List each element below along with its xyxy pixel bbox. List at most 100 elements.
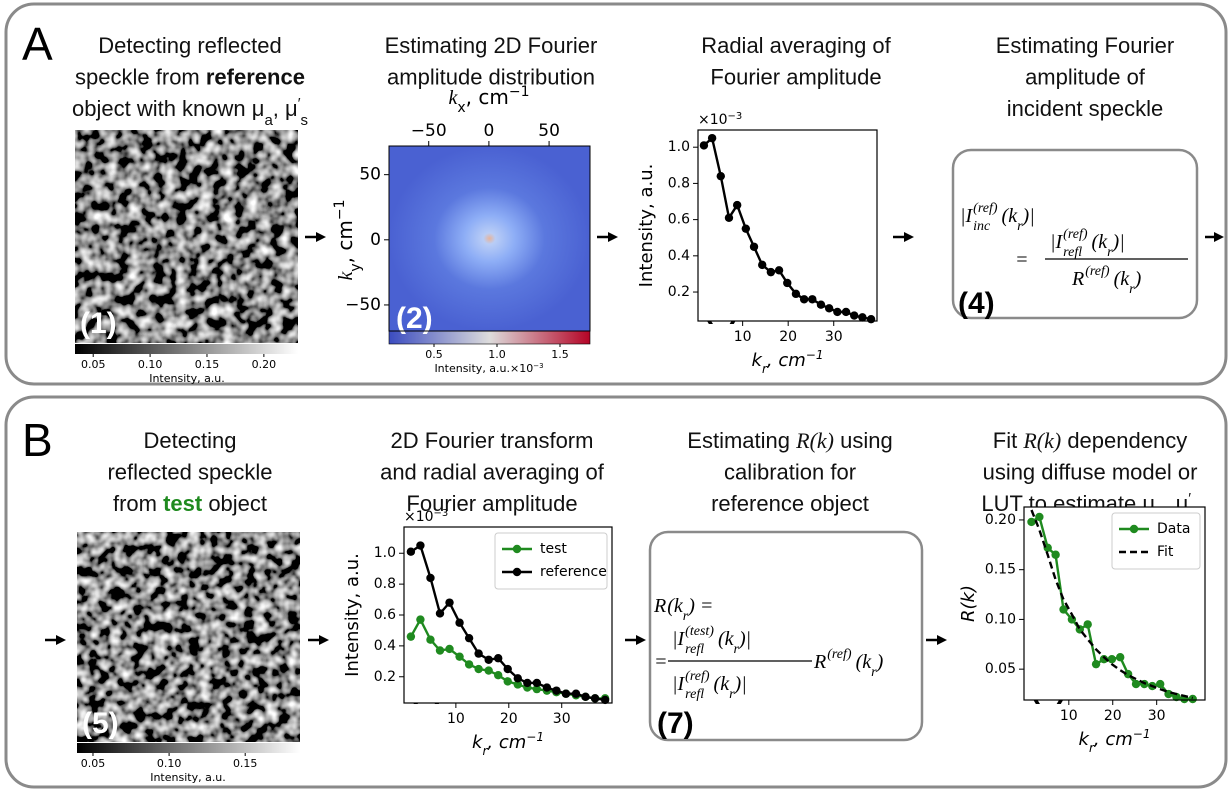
data-point	[825, 304, 833, 312]
formula-arg-run: ) =	[687, 595, 713, 617]
legend-label: Fit	[1157, 544, 1174, 560]
axis-offset: ×10−3	[698, 111, 742, 129]
data-point	[572, 690, 580, 698]
panel-title-run: object	[202, 491, 267, 516]
data-point	[742, 224, 750, 232]
panel-title: Estimating R(k) using	[687, 428, 892, 453]
panel-title-run: Fourier amplitude	[710, 65, 881, 90]
data-point	[407, 632, 415, 640]
panel-title-run: test	[163, 491, 203, 516]
data-point	[436, 646, 444, 654]
formula-sub: inc	[973, 219, 991, 234]
data-point	[504, 665, 512, 673]
x-tick-label: 30	[553, 711, 571, 727]
x-tick-label: 30	[825, 329, 843, 345]
y-tick-label: 1.0	[668, 139, 690, 155]
colorbar-label-run: −3	[533, 362, 543, 370]
data-point	[733, 201, 741, 209]
formula-text: |I	[1050, 231, 1063, 253]
data-point	[700, 141, 708, 149]
data-point	[867, 315, 875, 323]
data-point	[504, 677, 512, 685]
panel-title: reflected speckle	[107, 460, 272, 485]
y-tick-label: 50	[359, 165, 381, 185]
panel-title: 2D Fourier transform	[391, 428, 594, 453]
formula-arg-run: (k	[714, 673, 731, 695]
y-tick-label: −50	[345, 295, 381, 315]
x-tick-label: 20	[1104, 708, 1122, 724]
panel-title-run: using diffuse model or	[983, 460, 1198, 485]
y-tick-label: 0.15	[985, 562, 1016, 578]
data-point	[833, 308, 841, 316]
graphic	[937, 635, 947, 645]
y-axis-label-run: y	[348, 263, 364, 271]
panel-title-run: reference	[206, 65, 305, 90]
data-point	[1188, 695, 1196, 703]
axis-offset-run: −3	[434, 508, 449, 519]
x-axis-label-run: , cm	[767, 350, 806, 371]
panel-title-run: amplitude of	[1025, 65, 1146, 90]
formula-arg-run: (k	[1002, 205, 1019, 227]
panel-title-run: ′	[298, 95, 301, 112]
page: A B Detecting reflectedspeckle from refe…	[0, 0, 1232, 791]
formula-arg-run: )	[1134, 268, 1142, 290]
panel-title: Radial averaging of	[701, 33, 891, 58]
panel-title: incident speckle	[1007, 96, 1164, 121]
panel-title-run: Estimating 2D Fourier	[385, 33, 598, 58]
x-axis-label-run: −1	[806, 348, 824, 362]
axis-offset-run: ×10	[698, 112, 728, 128]
panel-title-run: object with known μ	[72, 96, 264, 121]
panel-number: (7)	[657, 707, 694, 740]
colorbar-label-run: Intensity, a.u.	[434, 362, 510, 375]
colorbar-label-run: Intensity, a.u.	[149, 372, 225, 385]
axis-offset-run: −3	[728, 111, 743, 122]
data-point	[474, 665, 482, 673]
y-axis-label: Intensity, a.u.	[342, 553, 363, 677]
y-tick-label: 0.05	[985, 661, 1016, 677]
colorbar-tick-label: 0.5	[425, 348, 443, 361]
data-point	[426, 636, 434, 644]
data-point	[445, 645, 453, 653]
legend-marker	[513, 568, 521, 576]
x-tick-label: 10	[1060, 708, 1078, 724]
data-point	[783, 279, 791, 287]
data-point	[775, 266, 783, 274]
colorbar	[75, 344, 298, 354]
x-tick-label: 20	[500, 711, 518, 727]
y-axis-label: Intensity, a.u.	[636, 164, 657, 288]
figure: A B Detecting reflectedspeckle from refe…	[0, 0, 1232, 791]
panel-title: Estimating Fourier	[996, 33, 1175, 58]
formula-sub: refl	[685, 642, 704, 657]
formula-text: |I	[672, 628, 685, 650]
x-axis-label: kr, cm−1	[1079, 727, 1151, 755]
legend-marker	[1130, 525, 1138, 533]
data-point	[407, 548, 415, 556]
formula-text: =	[1015, 249, 1029, 271]
colorbar-tick-label: 0.15	[195, 358, 220, 371]
panel-title: Fourier amplitude	[710, 65, 881, 90]
data-point	[455, 652, 463, 660]
data-point	[416, 541, 424, 549]
data-point	[1116, 653, 1124, 661]
data-point	[494, 654, 502, 662]
x-tick-label: 30	[1148, 708, 1166, 724]
data-point	[792, 290, 800, 298]
formula-arg-run: (k	[856, 651, 873, 673]
y-tick-label: 0.8	[374, 576, 396, 592]
data-point	[808, 295, 816, 303]
panel-title: reference object	[711, 491, 869, 516]
formula-arg-run: (k	[667, 595, 684, 617]
formula-arg-run: )|	[738, 628, 751, 650]
colorbar-tick-label: 0.15	[233, 757, 258, 770]
y-axis-label: ky, cm−1	[332, 199, 364, 280]
data-point	[842, 308, 850, 316]
data-point	[416, 615, 424, 623]
formula-text: R	[653, 595, 666, 617]
data-point	[750, 243, 758, 251]
panel-title-run: ′	[1188, 490, 1191, 507]
panel-title-run: dependency	[1061, 428, 1187, 453]
x-axis-label-run: −1	[509, 84, 530, 100]
data-point	[1132, 680, 1140, 688]
data-point	[455, 619, 463, 627]
x-axis-label-run: , cm	[466, 85, 509, 109]
